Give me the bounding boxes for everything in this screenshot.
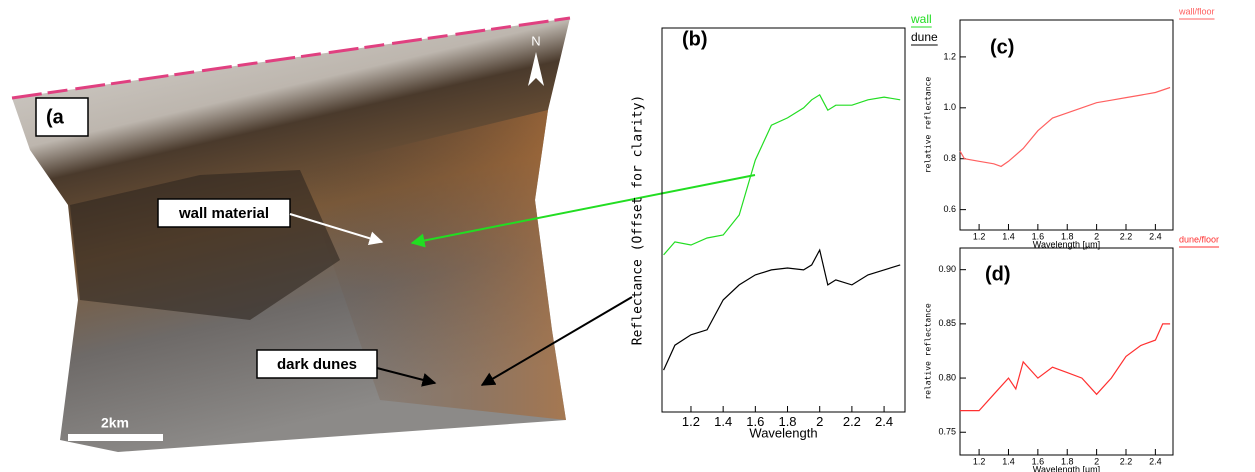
chart-title: (c) bbox=[990, 36, 1014, 58]
dune-label: dark dunes bbox=[277, 356, 357, 373]
figure: (a N wall material dark dunes 2km (b) 1.2… bbox=[0, 0, 1255, 472]
x-tick-label: 2.4 bbox=[1149, 232, 1162, 242]
data-line bbox=[664, 95, 901, 255]
legend-label: wall bbox=[910, 12, 932, 26]
x-axis-label: Wavelength [µm] bbox=[1033, 465, 1100, 472]
y-tick-label: 0.80 bbox=[938, 372, 956, 382]
legend-label: dune/floor bbox=[1179, 234, 1219, 244]
x-tick-label: 1.2 bbox=[973, 457, 986, 467]
x-tick-label: 1.4 bbox=[1002, 232, 1015, 242]
y-tick-label: 0.6 bbox=[943, 204, 956, 214]
panel-label: (a bbox=[46, 106, 65, 128]
x-tick-label: 2.2 bbox=[1120, 232, 1133, 242]
y-tick-label: 0.75 bbox=[938, 427, 956, 437]
y-tick-label: 1.2 bbox=[943, 51, 956, 61]
chart-title: (b) bbox=[682, 28, 708, 50]
plot-frame bbox=[662, 28, 905, 412]
x-tick-label: 1.4 bbox=[1002, 457, 1015, 467]
x-tick-label: 1.2 bbox=[973, 232, 986, 242]
x-tick-label: 2.4 bbox=[875, 414, 893, 429]
wall-label: wall material bbox=[178, 205, 269, 222]
x-tick-label: 1.2 bbox=[682, 414, 700, 429]
x-tick-label: 2.4 bbox=[1149, 457, 1162, 467]
legend-label: wall/floor bbox=[1178, 6, 1215, 16]
y-tick-label: 0.90 bbox=[938, 264, 956, 274]
x-tick-label: 2.2 bbox=[1120, 457, 1133, 467]
scale-bar bbox=[68, 434, 163, 441]
y-tick-label: 1.0 bbox=[943, 102, 956, 112]
y-axis-label: Reflectance (Offset for clarity) bbox=[631, 95, 646, 345]
x-tick-label: 2.2 bbox=[843, 414, 861, 429]
data-line bbox=[960, 324, 1170, 411]
y-tick-label: 0.8 bbox=[943, 153, 956, 163]
y-tick-label: 0.85 bbox=[938, 318, 956, 328]
scale-label: 2km bbox=[101, 415, 129, 431]
data-line bbox=[664, 250, 901, 370]
y-axis-label: relative reflectance bbox=[924, 303, 933, 400]
chart-title: (d) bbox=[985, 263, 1011, 285]
legend-label: dune bbox=[911, 30, 938, 44]
data-line bbox=[960, 88, 1170, 167]
y-axis-label: relative reflectance bbox=[924, 77, 933, 174]
north-label: N bbox=[531, 33, 540, 48]
x-axis-label: Wavelength bbox=[749, 426, 817, 441]
x-tick-label: 1.4 bbox=[714, 414, 732, 429]
